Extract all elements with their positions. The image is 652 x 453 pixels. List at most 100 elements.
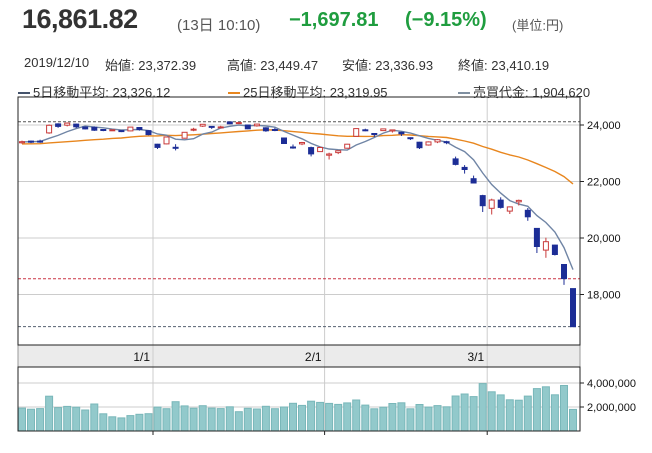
candle <box>136 127 143 130</box>
candle <box>73 123 80 128</box>
volume-bar <box>126 415 135 432</box>
price-change: −1,697.81 <box>289 9 379 31</box>
turnover-label: 売買代金: <box>473 85 529 100</box>
open-label: 始値: <box>105 58 135 73</box>
volume-bar <box>343 402 352 432</box>
volume-bar <box>361 404 370 432</box>
candle <box>561 264 567 280</box>
quote-timestamp: (13日 10:10) <box>177 17 261 34</box>
volume-bar <box>117 417 126 432</box>
volume-bar <box>415 404 424 432</box>
volume-bar <box>225 406 234 432</box>
current-price: 16,861.82 <box>22 4 138 34</box>
candle <box>497 199 504 208</box>
candle <box>470 178 477 184</box>
volume-bar <box>162 408 171 432</box>
candle <box>100 129 107 131</box>
volume-bar <box>325 402 334 432</box>
volume-bar <box>189 407 198 432</box>
volume-bar <box>451 395 460 432</box>
candle <box>542 241 549 251</box>
volume-bar <box>370 408 379 432</box>
candles-layer <box>19 121 576 328</box>
volume-bar <box>532 388 541 432</box>
candle <box>524 209 531 218</box>
volume-bar <box>352 399 361 432</box>
candle <box>217 126 224 129</box>
volume-bar <box>560 385 568 432</box>
volume-bar <box>108 416 117 432</box>
volume-bar <box>334 403 343 432</box>
candle <box>344 143 351 149</box>
volume-bar <box>280 406 288 432</box>
volume-bar <box>316 401 325 432</box>
volume-bar <box>569 408 577 432</box>
candle <box>326 153 333 156</box>
volume-bar <box>135 413 144 432</box>
candle <box>461 166 468 170</box>
candle <box>281 137 287 144</box>
x-axis-label: 2/1 <box>305 350 322 364</box>
candle <box>109 129 116 132</box>
candle <box>434 139 441 143</box>
candle <box>515 199 522 203</box>
candle <box>317 147 324 153</box>
volume-bar <box>433 405 442 432</box>
x-axis-band <box>17 344 581 368</box>
x-axis-label: 3/1 <box>468 350 485 364</box>
candle <box>235 122 242 125</box>
legend-ma25: 25日移動平均: 23,319.95 <box>228 82 388 101</box>
volume-bar <box>270 408 279 432</box>
x-axis-label: 1/1 <box>133 350 150 364</box>
candle <box>82 126 89 130</box>
price-change-percent: (−9.15%) <box>405 9 487 31</box>
candle <box>533 227 540 247</box>
candle <box>37 140 44 143</box>
volume-bar <box>207 407 216 432</box>
volume-bar <box>550 394 559 432</box>
candle <box>64 122 71 126</box>
price-axis-label: 20,000 <box>587 233 621 245</box>
ma5-line-swatch <box>18 91 30 94</box>
candle <box>551 244 558 256</box>
volume-bar <box>54 407 63 432</box>
volume-bar <box>18 407 26 432</box>
candle <box>506 206 513 212</box>
low-label: 安値: <box>342 58 372 73</box>
candle <box>28 140 34 143</box>
candle <box>488 199 495 209</box>
candle <box>226 121 233 125</box>
ma25-label: 25日移動平均: <box>243 85 327 100</box>
volume-bar <box>234 411 243 432</box>
volume-bar <box>36 408 45 432</box>
candle <box>335 150 342 154</box>
price-axis-label: 22,000 <box>587 177 621 189</box>
volume-bar <box>63 405 72 432</box>
volume-bar <box>72 406 81 432</box>
open-value: 23,372.39 <box>138 58 197 73</box>
price-plot-border <box>17 96 581 346</box>
volume-bar <box>388 403 397 432</box>
volume-bar <box>514 399 523 432</box>
candle <box>389 129 396 132</box>
ma25-line-swatch <box>228 91 240 94</box>
volume-bar <box>487 391 496 432</box>
volume-bar <box>243 407 252 432</box>
candle <box>299 142 305 145</box>
candle <box>181 131 188 139</box>
candle <box>172 146 179 149</box>
candle <box>479 195 486 207</box>
candle <box>199 123 206 127</box>
volume-bar <box>27 408 35 432</box>
candle <box>244 124 251 130</box>
high-label: 高値: <box>227 58 257 73</box>
candle <box>290 146 296 149</box>
candle <box>271 129 278 131</box>
volume-axis-label: 2,000,000 <box>587 402 636 414</box>
candle <box>154 143 161 148</box>
volume-bar <box>153 406 162 432</box>
candle <box>371 133 378 135</box>
ma5-value: 23,326.12 <box>112 85 171 100</box>
